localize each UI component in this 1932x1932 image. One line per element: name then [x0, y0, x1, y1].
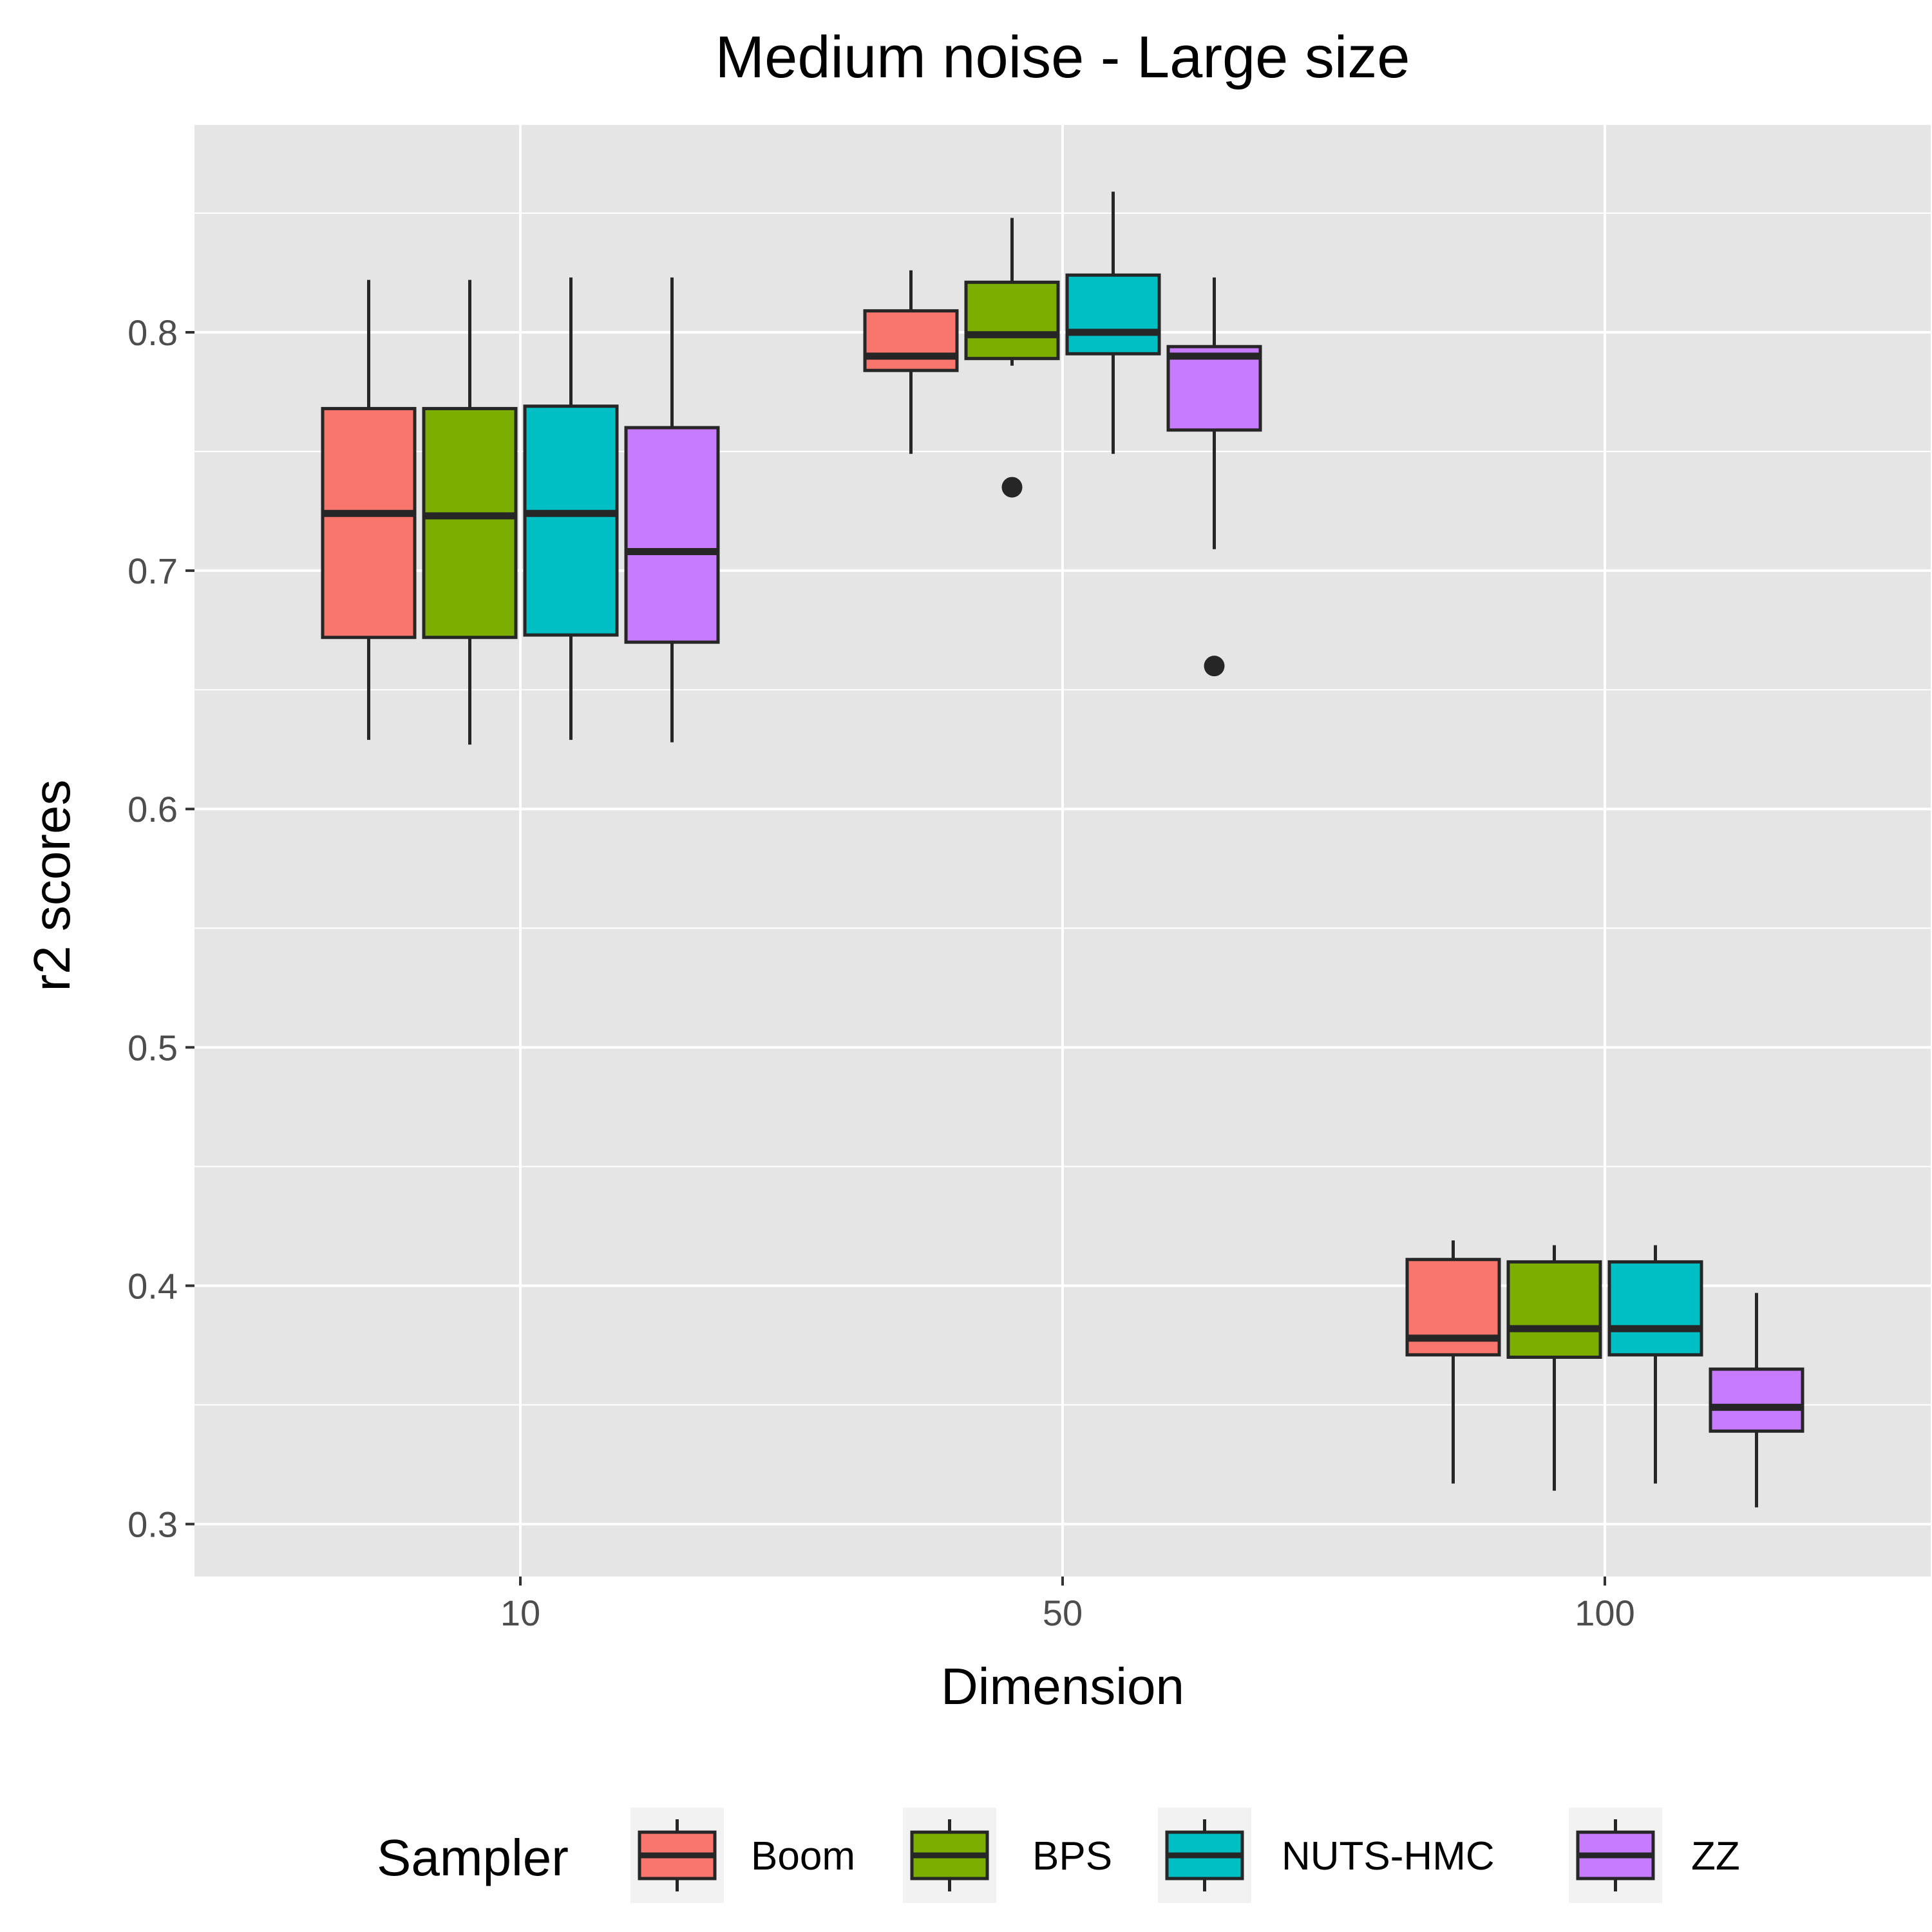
- x-tick-label: 100: [1575, 1593, 1634, 1633]
- box-nuts-hmc-50: [1065, 191, 1161, 454]
- legend-item-nuts-hmc: NUTS-HMC: [1158, 1808, 1495, 1903]
- x-axis-title: Dimension: [941, 1658, 1184, 1715]
- box-boom-10: [321, 279, 417, 740]
- y-tick-label: 0.4: [128, 1265, 178, 1306]
- box-body: [321, 406, 417, 639]
- x-tick-label: 10: [500, 1593, 540, 1633]
- outlier-point: [1001, 477, 1023, 498]
- box-body: [1506, 1260, 1602, 1359]
- chart-title: Medium noise - Large size: [715, 24, 1410, 90]
- box-body: [1607, 1260, 1703, 1357]
- plot-area: 0.3 0.4 0.5 0.6 0.7 0.8 10 50 100: [128, 125, 1931, 1633]
- box-bps-10: [422, 279, 518, 745]
- legend-label: ZZ: [1691, 1834, 1740, 1879]
- legend-item-boom: Boom: [630, 1808, 855, 1903]
- legend-item-zz: ZZ: [1569, 1808, 1740, 1903]
- box-body: [1166, 345, 1262, 432]
- box-bps-100: [1506, 1245, 1602, 1491]
- legend-label: BPS: [1032, 1834, 1112, 1879]
- box-body: [863, 309, 959, 372]
- box-nuts-hmc-100: [1607, 1245, 1703, 1484]
- box-body: [422, 406, 518, 639]
- legend-label: Boom: [751, 1834, 855, 1879]
- y-tick-label: 0.6: [128, 789, 178, 829]
- box-bps-50: [964, 218, 1060, 498]
- box-body: [964, 280, 1060, 361]
- legend-item-bps: BPS: [903, 1808, 1112, 1903]
- y-tick-label: 0.3: [128, 1504, 178, 1545]
- box-nuts-hmc-10: [523, 277, 619, 740]
- y-tick-label: 0.8: [128, 312, 178, 353]
- legend: Sampler Boom BPS NUTS-HMC ZZ: [377, 1808, 1740, 1903]
- outlier-point: [1204, 656, 1225, 677]
- box-zz-10: [624, 277, 720, 743]
- legend-label: NUTS-HMC: [1282, 1834, 1495, 1879]
- box-body: [1709, 1367, 1804, 1433]
- legend-title: Sampler: [377, 1829, 569, 1886]
- box-body: [523, 404, 619, 637]
- box-boom-100: [1405, 1240, 1501, 1484]
- box-boom-50: [863, 270, 959, 454]
- y-axis-title: r2 scores: [23, 780, 80, 992]
- box-body: [624, 426, 720, 644]
- y-tick-label: 0.5: [128, 1027, 178, 1068]
- box-zz-50: [1166, 277, 1262, 677]
- x-tick-label: 50: [1043, 1593, 1083, 1633]
- y-tick-label: 0.7: [128, 551, 178, 591]
- box-body: [1065, 273, 1161, 355]
- box-zz-100: [1709, 1293, 1804, 1508]
